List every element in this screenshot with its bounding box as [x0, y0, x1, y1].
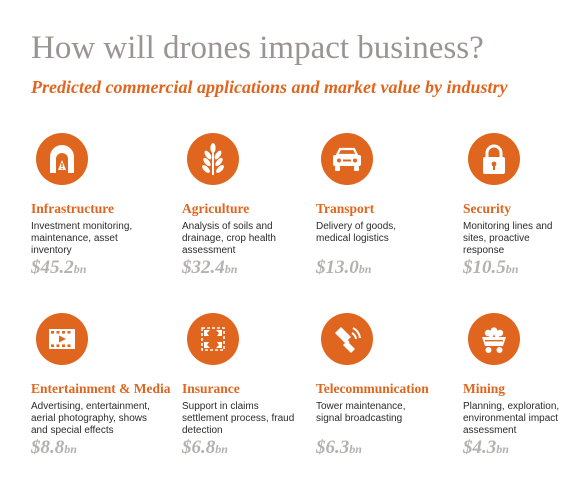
industry-card-mining: Mining Planning, exploration, environmen… [463, 313, 586, 458]
industry-name: Agriculture [182, 201, 250, 216]
page-title: How will drones impact business? [31, 30, 484, 66]
industry-name: Entertainment & Media [31, 381, 171, 396]
padlock-icon [468, 133, 520, 185]
industry-name: Security [463, 201, 511, 216]
industry-name: Transport [316, 201, 375, 216]
industry-description: Support in claims settlement process, fr… [182, 401, 295, 436]
damaged-frame-icon [187, 313, 239, 365]
industry-name: Insurance [182, 381, 240, 396]
industry-market-value: $45.2bn [31, 257, 87, 278]
industry-market-value: $10.5bn [463, 257, 519, 278]
industry-card-agriculture: Agriculture Analysis of soils and draina… [182, 133, 322, 278]
industry-description: Tower maintenance, signal broadcasting [316, 401, 406, 424]
industry-name: Telecommunication [316, 381, 429, 396]
industry-card-telecommunication: Telecommunication Tower maintenance, sig… [316, 313, 456, 458]
industry-description: Monitoring lines and sites, proactive re… [463, 221, 553, 256]
industry-card-insurance: Insurance Support in claims settlement p… [182, 313, 322, 458]
industry-description: Planning, exploration, environmental imp… [463, 401, 560, 436]
car-icon [321, 133, 373, 185]
page-subtitle: Predicted commercial applications and ma… [31, 77, 508, 97]
industry-card-infrastructure: Infrastructure Investment monitoring, ma… [31, 133, 171, 278]
mine-cart-icon [468, 313, 520, 365]
industry-description: Investment monitoring, maintenance, asse… [31, 221, 133, 256]
industry-market-value: $13.0bn [316, 257, 372, 278]
industry-description: Analysis of soils and drainage, crop hea… [182, 221, 276, 256]
industry-name: Mining [463, 381, 506, 396]
industry-name: Infrastructure [31, 201, 114, 216]
tunnel-icon [36, 133, 88, 185]
industry-market-value: $4.3bn [463, 437, 509, 458]
industry-card-security: Security Monitoring lines and sites, pro… [463, 133, 586, 278]
industry-market-value: $6.3bn [316, 437, 362, 458]
wheat-icon [187, 133, 239, 185]
industry-market-value: $8.8bn [31, 437, 77, 458]
industry-card-entertainment-media: Entertainment & Media Advertising, enter… [31, 313, 171, 458]
industry-market-value: $6.8bn [182, 437, 228, 458]
industry-card-transport: Transport Delivery of goods, medical log… [316, 133, 456, 278]
industry-market-value: $32.4bn [182, 257, 238, 278]
satellite-signal-icon [321, 313, 373, 365]
film-strip-icon [36, 313, 88, 365]
industry-description: Advertising, entertainment, aerial photo… [31, 401, 150, 436]
industry-description: Delivery of goods, medical logistics [316, 221, 397, 244]
